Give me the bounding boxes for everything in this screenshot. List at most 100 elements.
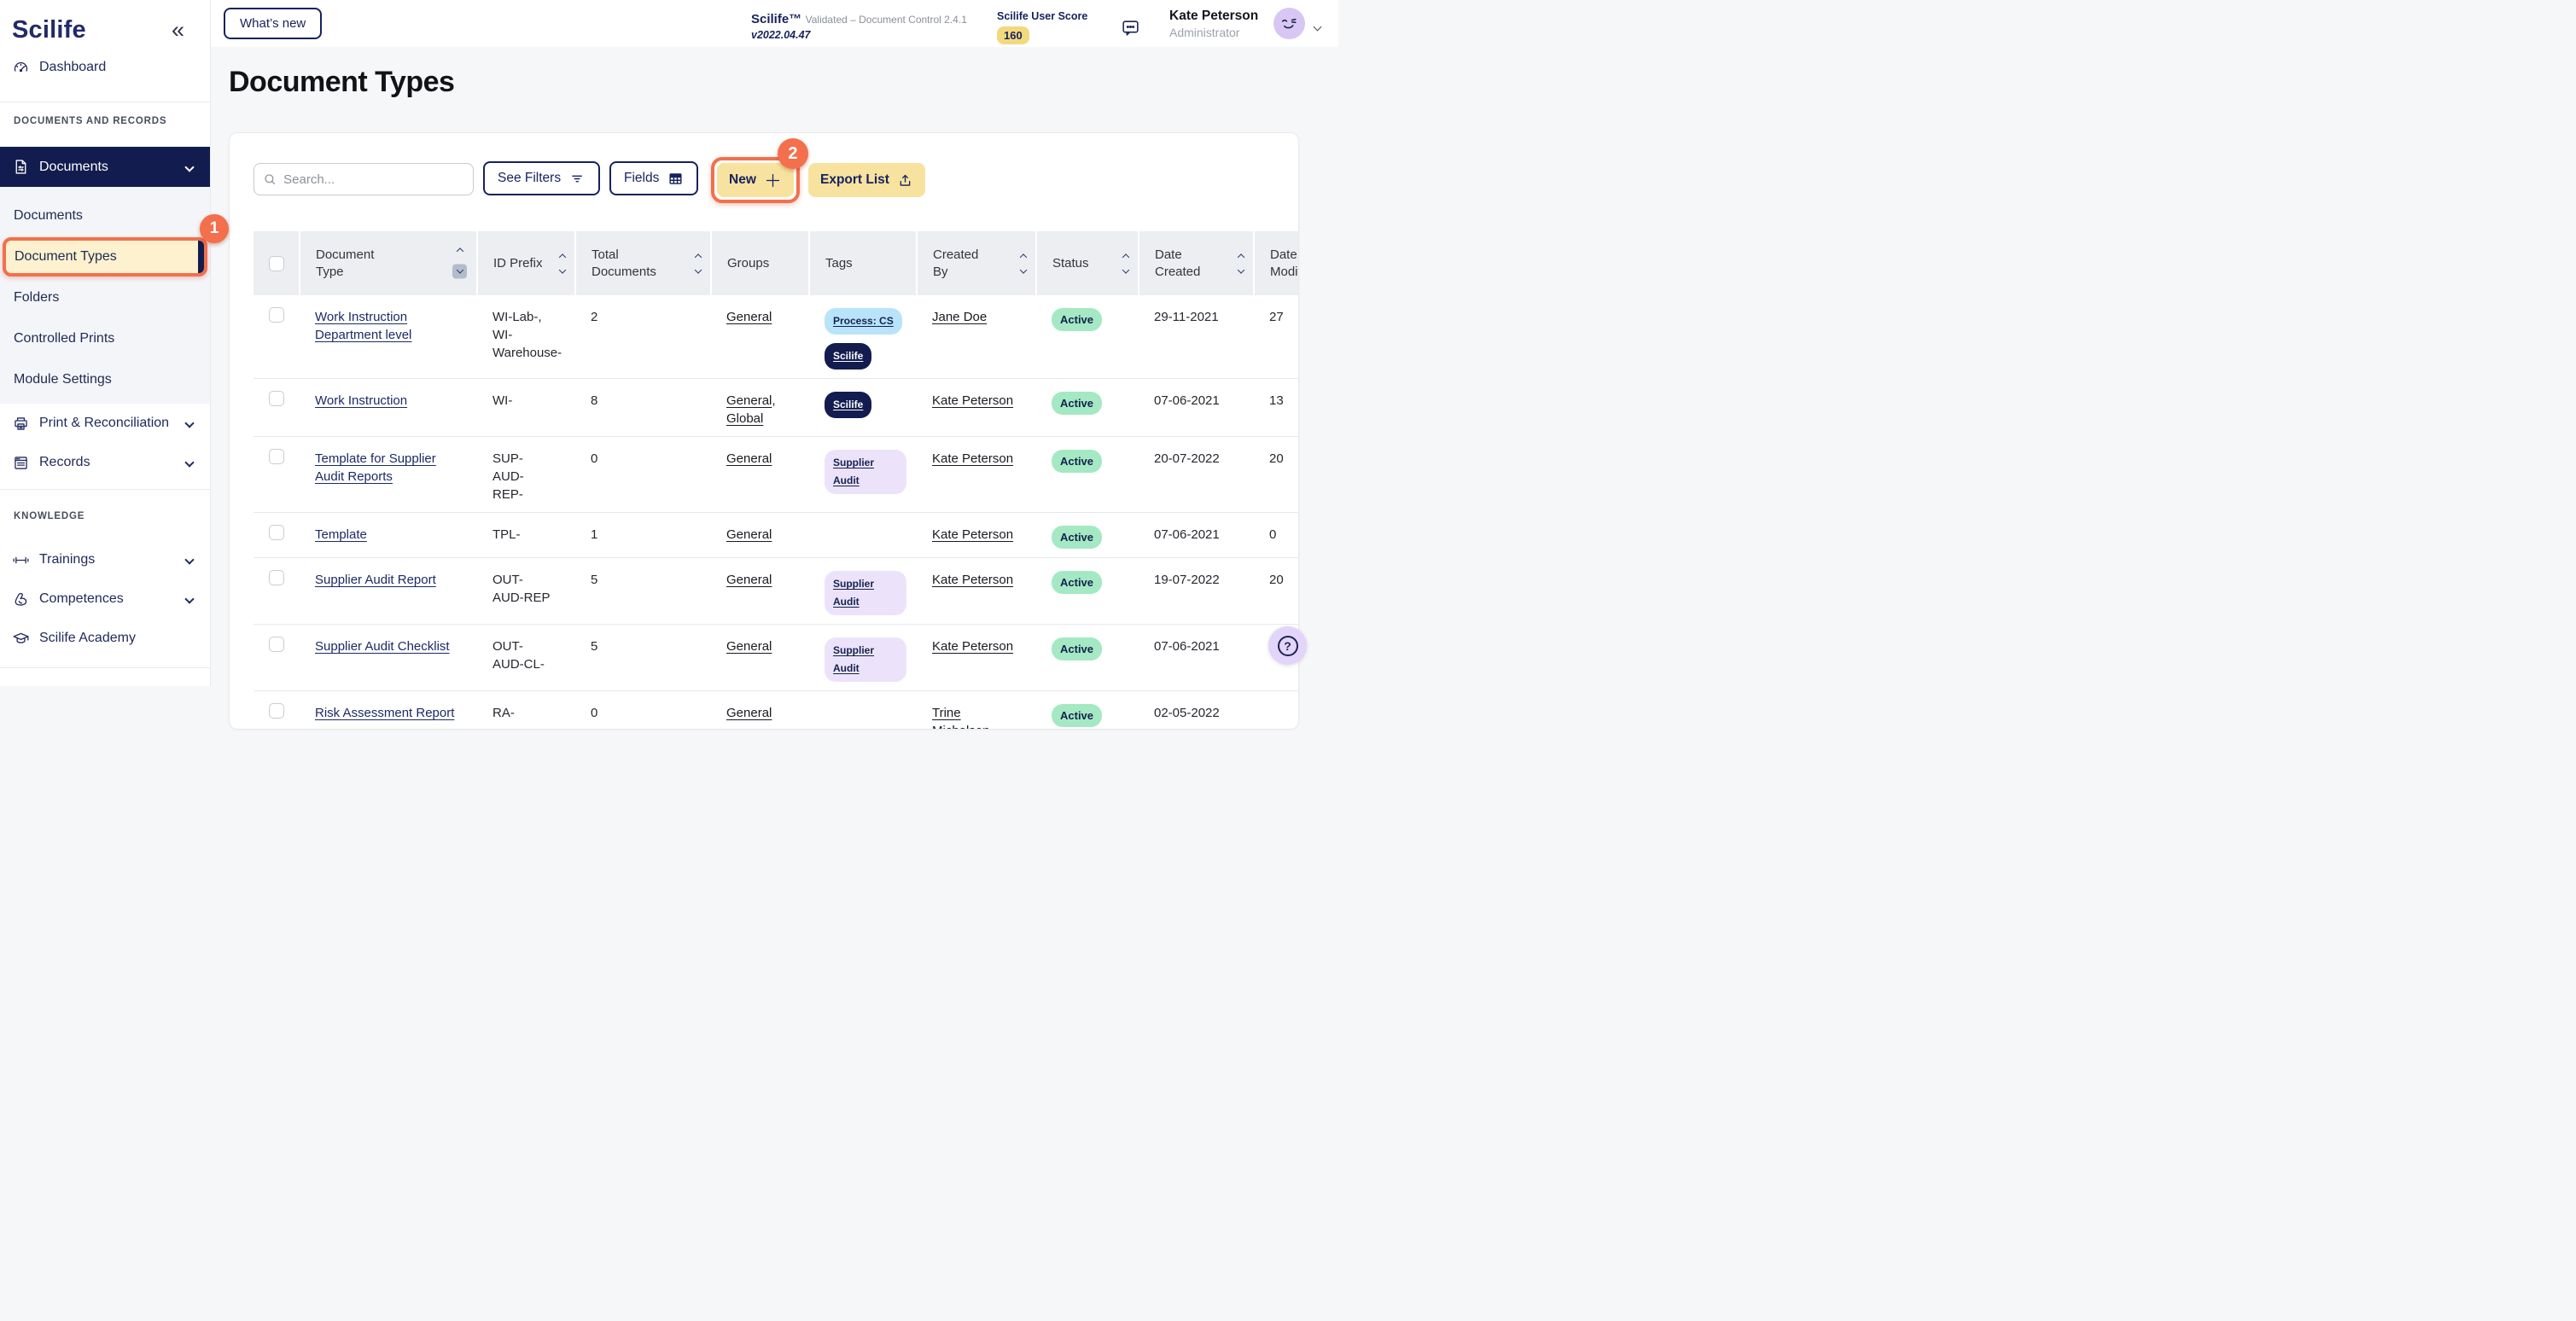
cell-created-by: Kate Peterson [917, 437, 1036, 513]
tag-stack: Supplier Audit [825, 571, 906, 615]
row-checkbox[interactable] [269, 391, 284, 406]
sort-asc-icon [456, 247, 463, 254]
column-header-total-documents: Total Documents [575, 231, 711, 295]
sidebar-item-dashboard[interactable]: Dashboard [0, 48, 210, 87]
sidebar-item-scilife-academy[interactable]: Scilife Academy [0, 619, 210, 658]
tag-stack: Process: CS Scilife [825, 308, 906, 370]
row-checkbox[interactable] [269, 570, 284, 585]
group-link[interactable]: General [726, 393, 772, 408]
see-filters-button[interactable]: See Filters [483, 161, 600, 195]
sidebar-item-print-reconciliation[interactable]: Print & Reconciliation [0, 404, 210, 443]
sidebar-item-label: Competences [39, 591, 124, 607]
group-link[interactable]: Global [726, 411, 763, 426]
user-menu-chevron-icon[interactable] [1314, 19, 1320, 34]
tag-pill[interactable]: Supplier Audit [825, 450, 906, 494]
cell-date-modified: 0 [1254, 513, 1299, 558]
document-type-link[interactable]: Supplier Audit Report [315, 573, 436, 587]
cell-document-type: Supplier Audit Checklist [300, 625, 477, 691]
sidebar-item-folders[interactable]: Folders [0, 277, 210, 318]
sidebar-item-competences[interactable]: Competences [0, 579, 210, 619]
table-row: Risk Assessment ReportRA-0GeneralTrine M… [254, 691, 1299, 730]
sort-control[interactable] [696, 254, 701, 272]
cell-date-modified: 27 [1254, 295, 1299, 379]
tag-pill[interactable]: Scilife [825, 343, 871, 370]
sort-control[interactable] [452, 248, 467, 278]
cell-checkbox [254, 295, 300, 379]
document-type-link[interactable]: Work Instruction [315, 393, 407, 408]
created-by-link[interactable]: Kate Peterson [932, 573, 1013, 587]
created-by-link[interactable]: Kate Peterson [932, 527, 1013, 542]
user-role: Administrator [1169, 26, 1272, 39]
cell-id-prefix: WI-Lab-, WI-Warehouse- [477, 295, 575, 379]
sidebar-divider [0, 489, 210, 490]
chevron-down-icon [184, 594, 194, 603]
product-version-block: Scilife™ Validated – Document Control 2.… [751, 13, 990, 42]
created-by-link[interactable]: Trine Michelsen [932, 706, 990, 730]
sidebar-item-records[interactable]: Records [0, 443, 210, 482]
sidebar-item-documents-parent[interactable]: Documents [0, 147, 210, 187]
cell-tags: Supplier Audit [809, 558, 917, 625]
created-by-link[interactable]: Kate Peterson [932, 451, 1013, 466]
document-type-link[interactable]: Supplier Audit Checklist [315, 639, 450, 654]
sort-control[interactable] [560, 254, 565, 272]
cell-created-by: Kate Peterson [917, 379, 1036, 437]
avatar[interactable] [1273, 8, 1305, 39]
tag-pill[interactable]: Process: CS [825, 308, 902, 335]
sidebar-item-controlled-prints[interactable]: Controlled Prints [0, 318, 210, 359]
tag-pill[interactable]: Supplier Audit [825, 637, 906, 682]
sidebar: Scilife « Dashboard DOCUMENTS AND RECORD… [0, 0, 211, 686]
sidebar-item-documents[interactable]: Documents [0, 195, 210, 236]
row-checkbox[interactable] [269, 307, 284, 323]
search-input[interactable] [283, 172, 464, 187]
cell-groups: General [711, 625, 809, 691]
new-button[interactable]: New [717, 163, 794, 197]
cell-groups: General [711, 513, 809, 558]
group-link[interactable]: General [726, 706, 772, 720]
product-suffix: Validated – Document Control 2.4.1 [806, 14, 967, 26]
tag-pill[interactable]: Supplier Audit [825, 571, 906, 615]
group-link[interactable]: General [726, 573, 772, 587]
document-type-link[interactable]: Risk Assessment Report [315, 706, 454, 720]
row-checkbox[interactable] [269, 637, 284, 652]
status-badge: Active [1052, 392, 1102, 415]
document-type-link[interactable]: Template [315, 527, 367, 542]
row-checkbox[interactable] [269, 449, 284, 464]
document-type-link[interactable]: Work Instruction Department level [315, 310, 411, 342]
sidebar-item-document-types[interactable]: Document Types [3, 237, 207, 276]
created-by-link[interactable]: Kate Peterson [932, 393, 1013, 408]
help-button[interactable]: ? [1268, 626, 1307, 665]
table-row: Supplier Audit ReportOUT-AUD-REP5General… [254, 558, 1299, 625]
sort-control[interactable] [1021, 254, 1026, 272]
tag-pill[interactable]: Scilife [825, 392, 871, 418]
annotation-step-1-badge: 1 [200, 214, 229, 243]
cell-created-by: Jane Doe [917, 295, 1036, 379]
fields-button[interactable]: Fields [609, 161, 698, 195]
sort-control[interactable] [1123, 254, 1128, 272]
main-content: Document Types See Filters Fields New 2 … [211, 47, 1338, 686]
row-checkbox[interactable] [269, 525, 284, 540]
created-by-link[interactable]: Jane Doe [932, 310, 987, 324]
export-list-button[interactable]: Export List [808, 163, 925, 197]
cell-document-type: Work Instruction Department level [300, 295, 477, 379]
created-by-link[interactable]: Kate Peterson [932, 639, 1013, 654]
select-all-checkbox[interactable] [269, 256, 284, 271]
cell-checkbox [254, 558, 300, 625]
cell-created-by: Kate Peterson [917, 558, 1036, 625]
group-link[interactable]: General [726, 451, 772, 466]
group-link[interactable]: General [726, 639, 772, 654]
sidebar-item-module-settings[interactable]: Module Settings [0, 359, 210, 400]
group-link[interactable]: General [726, 310, 772, 324]
row-checkbox[interactable] [269, 703, 284, 719]
column-header-created-by: Created By [917, 231, 1036, 295]
sort-control[interactable] [1238, 254, 1244, 272]
collapse-sidebar-icon[interactable]: « [172, 19, 198, 42]
feedback-chat-icon[interactable] [1120, 17, 1141, 38]
document-type-link[interactable]: Template for Supplier Audit Reports [315, 451, 436, 484]
cell-total-documents: 0 [575, 437, 711, 513]
group-link[interactable]: General [726, 527, 772, 542]
sidebar-item-label: Trainings [39, 552, 95, 567]
table-row: Template for Supplier Audit ReportsSUP-A… [254, 437, 1299, 513]
whats-new-button[interactable]: What’s new [224, 8, 322, 39]
cell-groups: General [711, 691, 809, 730]
sidebar-item-trainings[interactable]: Trainings [0, 540, 210, 579]
